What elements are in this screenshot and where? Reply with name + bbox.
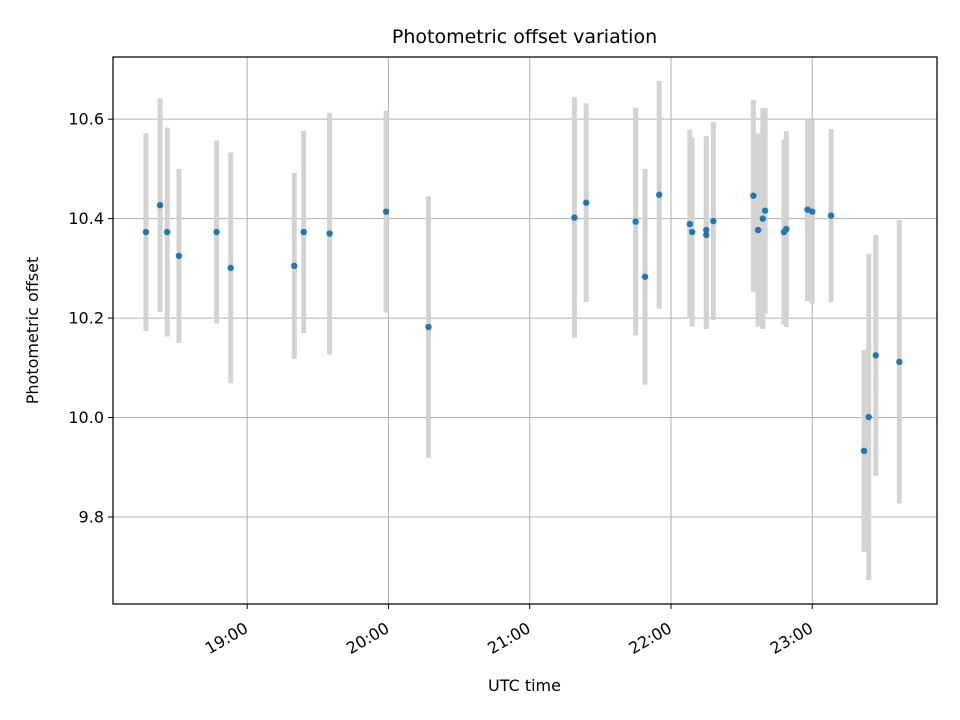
data-point: [827, 212, 835, 219]
x-axis-label: UTC time: [488, 676, 561, 695]
data-point: [754, 226, 762, 234]
data-points: [142, 191, 903, 455]
data-point: [583, 199, 590, 206]
data-point: [213, 228, 220, 236]
data-point: [641, 273, 649, 280]
y-axis-label: Photometric offset: [23, 257, 42, 405]
data-point: [655, 191, 663, 198]
data-point: [860, 447, 868, 455]
y-axis-ticks: 9.8 10.0 10.2 10.4 10.6: [68, 110, 113, 526]
data-point: [710, 217, 717, 225]
data-point: [759, 215, 766, 222]
data-point: [571, 214, 578, 221]
data-point: [750, 192, 757, 199]
data-point: [300, 228, 307, 236]
data-point: [865, 413, 872, 421]
chart-title: Photometric offset variation: [392, 26, 657, 48]
y-tick-label: 10.0: [68, 408, 104, 427]
data-point: [142, 228, 150, 236]
data-point: [809, 208, 816, 215]
data-point: [686, 220, 693, 228]
data-point: [175, 252, 183, 260]
data-point: [425, 323, 432, 331]
data-point: [703, 231, 710, 239]
data-point: [326, 230, 333, 237]
data-point: [227, 264, 234, 272]
data-point: [291, 262, 298, 270]
data-point: [156, 201, 164, 209]
data-point: [632, 218, 639, 225]
data-point: [382, 208, 390, 215]
data-point: [703, 226, 710, 234]
plot-frame: [112, 56, 938, 605]
data-point: [872, 352, 879, 359]
data-point: [163, 228, 171, 236]
data-point: [761, 207, 769, 214]
y-tick-label: 9.8: [79, 507, 104, 526]
data-point: [896, 358, 903, 366]
y-tick-label: 10.2: [68, 309, 104, 328]
y-tick-label: 10.6: [68, 110, 104, 129]
y-tick-label: 10.4: [68, 209, 104, 228]
data-point: [783, 225, 790, 233]
data-point: [688, 228, 696, 236]
